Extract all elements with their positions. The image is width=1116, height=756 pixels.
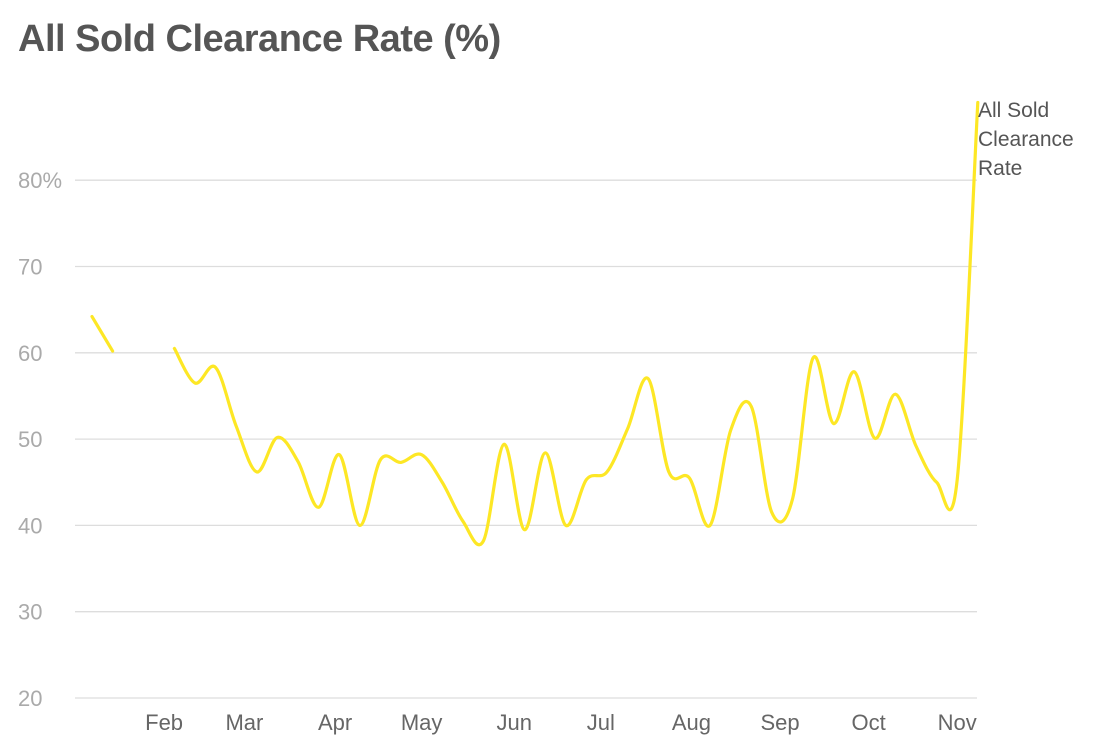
y-axis-ticks: 20 30 40 50 60 70 80% — [18, 168, 62, 711]
y-tick-label: 60 — [18, 341, 42, 366]
x-tick-label: Jun — [497, 710, 532, 735]
x-tick-label: Sep — [760, 710, 799, 735]
series-line — [90, 314, 115, 353]
x-tick-label: Jul — [587, 710, 615, 735]
y-tick-label: 50 — [18, 427, 42, 452]
y-tick-label: 20 — [18, 686, 42, 711]
series-line — [172, 100, 980, 547]
x-tick-label: Apr — [318, 710, 352, 735]
x-tick-label: Mar — [225, 710, 263, 735]
y-tick-label: 30 — [18, 600, 42, 625]
series-layer — [90, 100, 980, 547]
x-tick-label: Oct — [852, 710, 886, 735]
chart-title: All Sold Clearance Rate (%) — [18, 18, 501, 60]
x-tick-label: Feb — [145, 710, 183, 735]
x-tick-label: Nov — [938, 710, 977, 735]
x-tick-label: May — [401, 710, 443, 735]
x-tick-label: Aug — [672, 710, 711, 735]
y-tick-label: 70 — [18, 255, 42, 280]
series-label-layer: All Sold Clearance Rate — [978, 99, 1074, 180]
series-label: All Sold Clearance Rate — [978, 99, 1074, 180]
x-axis-ticks: Feb Mar Apr May Jun Jul Aug Sep Oct Nov — [145, 710, 977, 735]
y-tick-label: 80% — [18, 168, 62, 193]
grid-layer — [75, 179, 977, 699]
y-tick-label: 40 — [18, 513, 42, 538]
